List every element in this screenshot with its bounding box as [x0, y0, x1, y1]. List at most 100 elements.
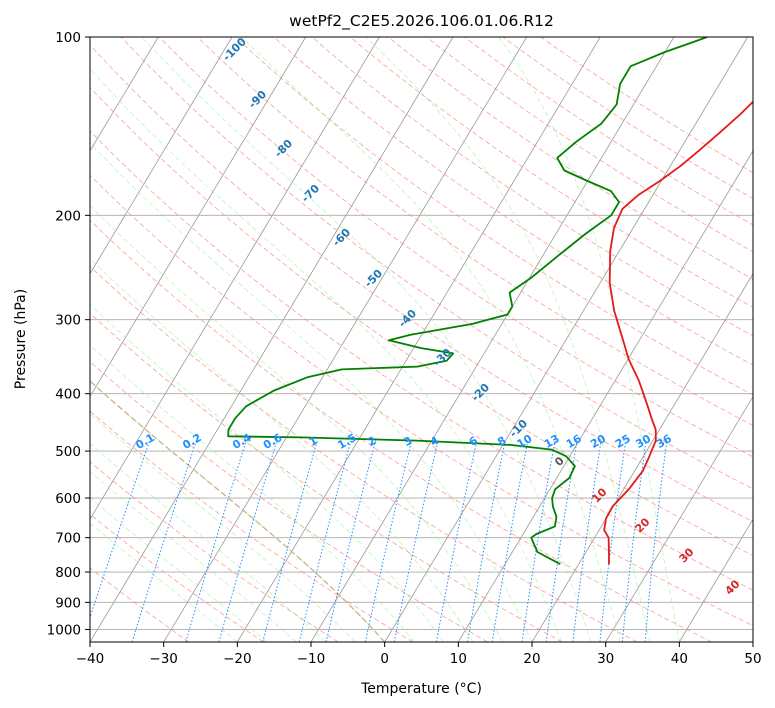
mixing-ratio-line: [90, 440, 151, 619]
isotherm-label: 10: [590, 485, 610, 505]
cold-isotherm-label: -40: [396, 307, 419, 330]
moist-adiabat-line: [141, 37, 592, 642]
dry-adiabat-line: [90, 312, 563, 642]
cold-isotherm-labels: -100-90-80-70-60-50-40-30-20-10: [220, 35, 530, 440]
isotherm-label: 40: [723, 577, 743, 597]
isotherm-line: [90, 37, 233, 275]
mixing-ratio-line: [521, 440, 556, 642]
moist-adiabat-line: [90, 497, 268, 642]
mixing-ratio-line: [325, 440, 377, 642]
dry-adiabat-line: [273, 37, 753, 366]
isotherm-line: [678, 518, 753, 642]
dry-adiabat-line: [120, 37, 753, 490]
isotherm-line: [90, 37, 307, 398]
mixing-ratio-label: 1.5: [335, 431, 358, 452]
y-tick-label: 1000: [47, 622, 81, 638]
y-tick-label: 600: [55, 491, 81, 507]
y-tick-label: 700: [55, 531, 81, 547]
dry-adiabat-line: [90, 410, 414, 642]
mixing-ratio-label: 0.4: [230, 431, 254, 452]
mixing-ratio-label: 0.1: [134, 431, 157, 452]
plot-frame: [89, 36, 754, 643]
dry-adiabat-line: [387, 37, 753, 280]
x-tick-label: 0: [380, 651, 389, 667]
x-tick-label: 10: [450, 651, 467, 667]
background-grid: [0, 37, 753, 642]
dry-adiabat-line: [90, 219, 712, 642]
moist-adiabat-line: [90, 380, 385, 642]
dry-adiabat-line: [90, 86, 753, 556]
mixing-ratio-line: [491, 440, 529, 642]
dry-adiabat-line: [90, 513, 264, 642]
dry-adiabat-line: [90, 130, 753, 591]
isotherm-line: [384, 37, 749, 642]
chart-title: wetPf2_C2E5.2026.106.01.06.R12: [289, 12, 554, 31]
mixing-ratio-line: [262, 440, 318, 642]
mixing-ratio-label: 0.2: [180, 431, 203, 452]
y-tick-label: 300: [55, 313, 81, 329]
mixing-ratio-line: [435, 440, 478, 642]
cold-isotherm-label: -30: [431, 346, 454, 369]
moist-adiabat-line: [90, 443, 326, 642]
moist-adiabat-line: [90, 522, 238, 642]
y-tick-label: 400: [55, 387, 81, 403]
dry-adiabat-line: [90, 265, 638, 642]
x-tick-label: 30: [597, 651, 614, 667]
mixing-ratio-label: 36: [654, 432, 674, 451]
mixing-ratio-label: 8: [495, 434, 508, 449]
mixing-ratio-line: [621, 440, 647, 642]
dry-adiabat-line: [158, 37, 753, 458]
cold-isotherm-label: -50: [362, 267, 385, 290]
mixing-ratio-label: 25: [613, 432, 633, 451]
x-tick-label: −10: [297, 651, 326, 667]
dry-adiabat-line: [540, 37, 753, 174]
x-tick-label: 40: [671, 651, 688, 667]
mixing-ratio-line: [572, 440, 602, 642]
y-tick-label: 500: [55, 444, 81, 460]
mixing-ratio-label: 2: [365, 434, 378, 449]
mixing-ratio-line: [467, 440, 506, 642]
dewpoint-profile: [227, 37, 708, 565]
mixing-ratio-line: [599, 440, 627, 642]
moist-adiabat-line: [90, 304, 444, 642]
y-tick-label: 800: [55, 565, 81, 581]
y-tick-label: 100: [55, 30, 81, 46]
moist-adiabat-line: [90, 413, 356, 642]
cold-isotherm-label: -80: [272, 137, 295, 160]
isotherm-line: [90, 37, 380, 520]
x-axis-label: Temperature (°C): [360, 681, 482, 697]
x-tick-label: −40: [76, 651, 105, 667]
moist-adiabat-line: [90, 258, 474, 642]
mixing-ratio-line: [185, 440, 247, 642]
y-tick-label: 900: [55, 595, 81, 611]
isotherm-line: [0, 37, 11, 642]
mixing-ratio-line: [218, 440, 278, 642]
isotherm-line: [90, 37, 159, 152]
isotherm-line: [90, 37, 454, 642]
moist-adiabat-line: [365, 37, 651, 642]
mixing-ratio-label: 20: [588, 432, 608, 451]
y-axis-label: Pressure (hPa): [13, 289, 29, 389]
cold-isotherm-label: -20: [469, 381, 492, 404]
mixing-ratio-line: [298, 440, 352, 642]
dry-adiabat-line: [90, 174, 753, 627]
dry-adiabat-line: [90, 44, 753, 523]
mixing-ratio-label: 6: [467, 434, 480, 449]
moist-adiabat-line: [241, 37, 621, 642]
moist-adiabat-line: [90, 68, 562, 642]
isotherm-line: [605, 395, 753, 642]
x-axis-ticks: −40 −30 −20 −10 0 10 20 30 40 50: [76, 642, 762, 667]
moist-adiabat-line: [90, 470, 297, 642]
dry-adiabat-line: [235, 37, 753, 396]
x-tick-label: 50: [744, 651, 761, 667]
wet-bulb-zero-line: [90, 380, 386, 642]
moist-adiabat-line: [90, 204, 503, 642]
mixing-ratio-line: [393, 440, 439, 642]
dry-adiabat-line: [196, 37, 753, 427]
isotherm-line: [236, 37, 601, 642]
mixing-ratio-line: [364, 440, 413, 642]
moist-adiabat-line: [90, 344, 415, 642]
